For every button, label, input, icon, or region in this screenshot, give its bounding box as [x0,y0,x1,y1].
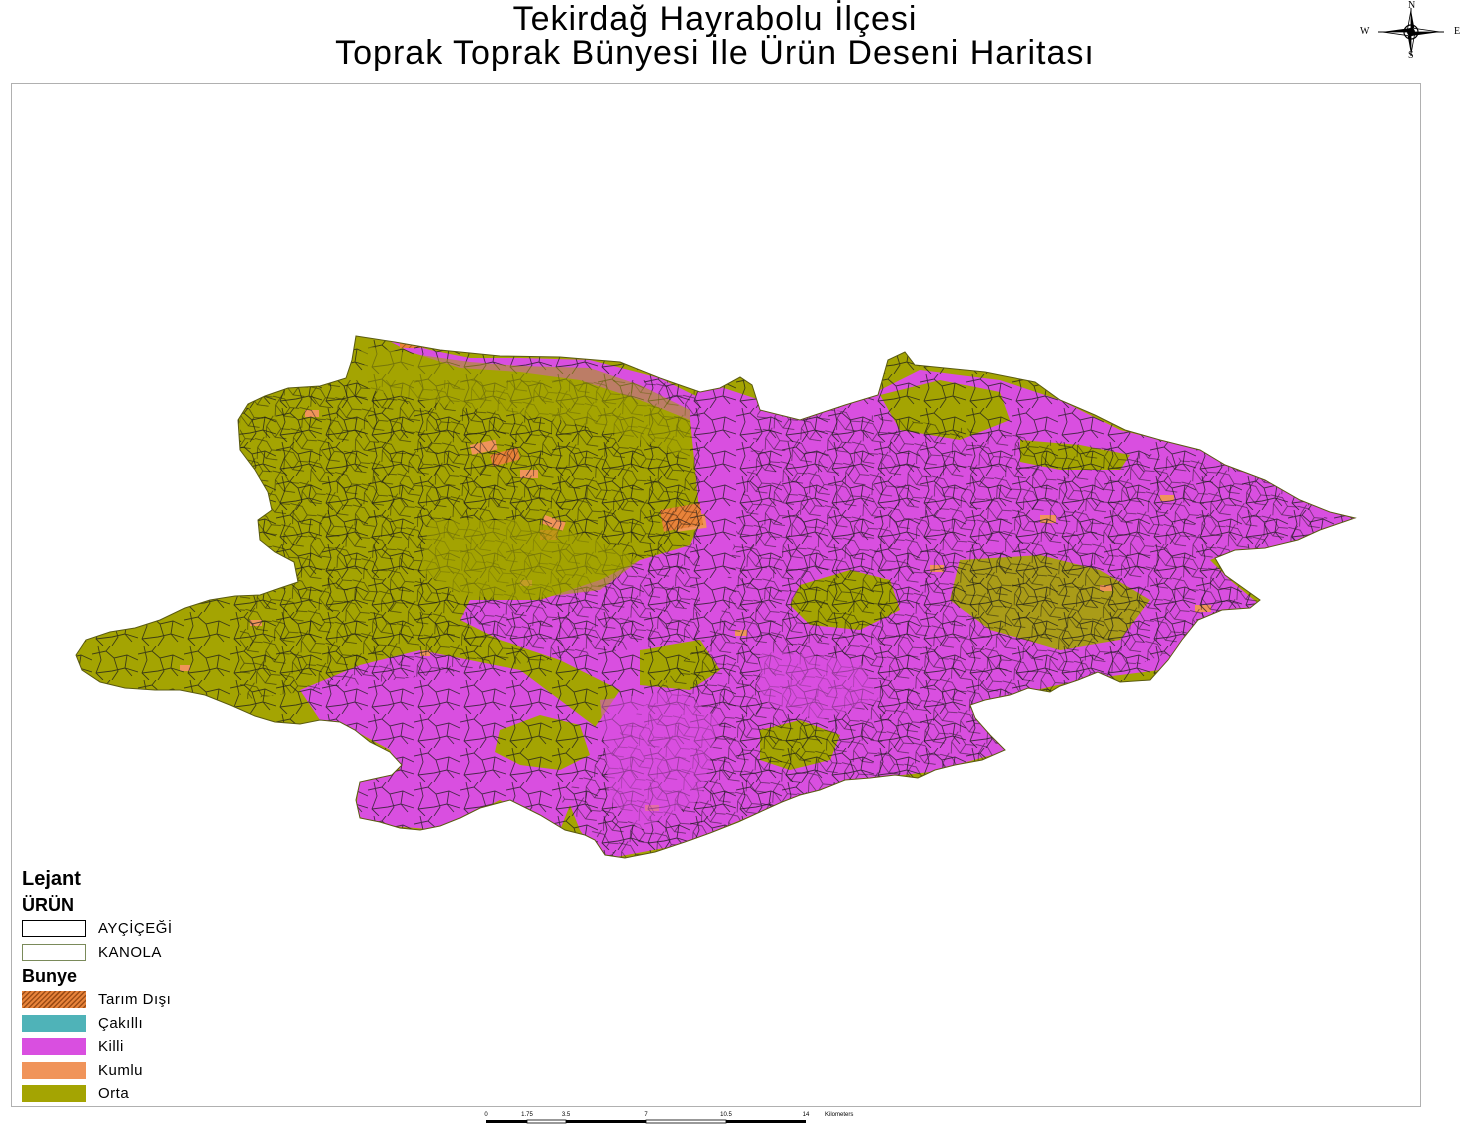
legend-swatch-kumlu [22,1061,86,1079]
legend-item-orta: Orta [22,1082,282,1106]
legend-label-kanola: KANOLA [98,943,162,961]
scale-tick-label: 3.5 [561,1112,571,1118]
scale-tick-label: 10.5 [720,1112,732,1118]
legend-label-orta: Orta [98,1085,130,1103]
legend-swatch-cakilli [22,1014,86,1032]
map-title-line-2: Toprak Toprak Bünyesi İle Ürün Deseni Ha… [335,34,1095,72]
soil-orta-open-central [420,520,640,600]
map-title-line-1: Tekirdağ Hayrabolu İlçesi [512,0,918,38]
compass-south-label: S [1408,50,1414,61]
soil-killi-open-central [760,650,880,720]
legend-heading: Lejant [22,868,81,890]
compass-west-label: W [1360,26,1370,37]
legend-swatch-orta [22,1085,86,1103]
soil-orta-open-north [360,345,690,460]
map-legend: Lejant ÜRÜN AYÇİÇEĞİ KANOLA Bunye Tarım … [22,866,282,1106]
scale-tick-label: 14 [802,1112,810,1118]
legend-swatch-killi [22,1038,86,1056]
district-boundary [75,335,1357,859]
scale-bar: 0 1.75 3.5 7 10.5 14 Kilometers [480,1112,860,1125]
map-frame [11,83,1421,1107]
legend-item-aycicegi: AYÇİÇEĞİ [22,917,282,941]
scale-tick-label: 1.75 [521,1112,533,1118]
legend-label-aycicegi: AYÇİÇEĞİ [98,920,173,938]
compass-east-label: E [1454,26,1461,37]
legend-item-kumlu: Kumlu [22,1059,282,1083]
scale-unit-label: Kilometers [825,1112,854,1118]
legend-swatch-tarim-disi [22,991,86,1009]
legend-swatch-kanola [22,943,86,961]
compass-north-label: N [1408,0,1416,11]
legend-item-killi: Killi [22,1035,282,1059]
district-area [76,336,1355,858]
scale-bar-graphic [486,1119,806,1124]
legend-item-kanola: KANOLA [22,941,282,965]
legend-item-tarim-disi: Tarım Dışı [22,988,282,1012]
compass-rose-icon [1378,8,1444,56]
crop-parcel-outlines-dense-east [560,400,1340,858]
legend-label-cakilli: Çakıllı [98,1014,144,1032]
legend-label-kumlu: Kumlu [98,1061,144,1079]
soil-killi-open-south [600,690,720,830]
north-arrow-compass: N S E W [1358,0,1464,62]
legend-label-killi: Killi [98,1038,124,1056]
legend-texture-heading: Bunye [22,966,78,986]
legend-item-cakilli: Çakıllı [22,1012,282,1036]
legend-swatch-aycicegi [22,920,86,938]
legend-label-tarim-disi: Tarım Dışı [98,991,172,1009]
legend-product-heading: ÜRÜN [22,895,74,915]
scale-tick-label: 7 [644,1112,648,1118]
scale-tick-label: 0 [484,1112,488,1118]
